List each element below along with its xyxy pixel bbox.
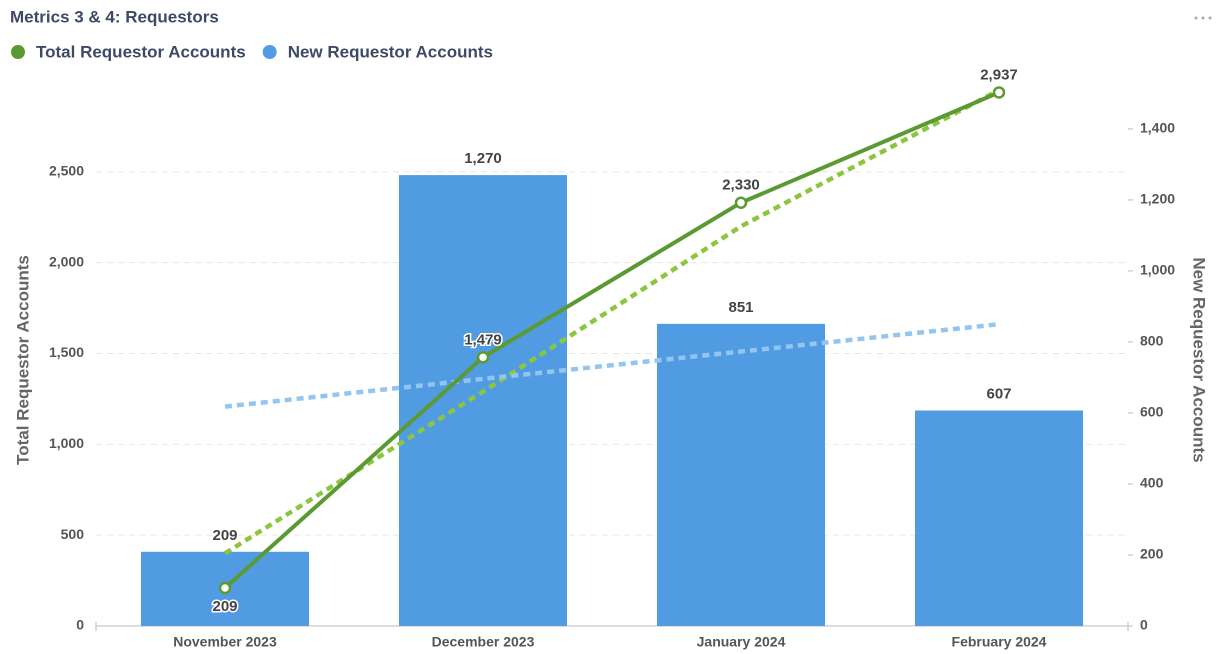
- y-tick-label: 2,500: [49, 163, 84, 179]
- line-value-label: 1,479: [464, 331, 502, 348]
- x-tick-label: December 2023: [432, 634, 535, 650]
- y2-tick-label: 1,400: [1140, 120, 1175, 136]
- trendline: [223, 88, 1001, 556]
- dot: [1208, 16, 1212, 20]
- line-value-label: 2,330: [722, 177, 760, 194]
- bar: [915, 410, 1083, 626]
- legend-label: New Requestor Accounts: [288, 42, 493, 61]
- line-point: [218, 581, 232, 595]
- y2-tick-label: 0: [1140, 617, 1148, 633]
- x-tick-label: February 2024: [952, 634, 1047, 650]
- bar-value-label: 209: [212, 527, 237, 544]
- bar-value-label: 1,270: [464, 150, 502, 167]
- line-point: [476, 351, 490, 364]
- y2-tick-label: 600: [1140, 404, 1164, 420]
- y2-tick-label: 200: [1140, 546, 1164, 562]
- y2-tick-label: 1,200: [1140, 191, 1175, 207]
- y-tick-label: 500: [61, 526, 85, 542]
- line-value-label: 209: [212, 598, 237, 615]
- line-point: [992, 86, 1006, 99]
- y2-axis-label: New Requestor Accounts: [1190, 257, 1209, 462]
- y-tick-label: 1,500: [49, 344, 84, 360]
- y-tick-label: 0: [76, 617, 84, 633]
- dot: [1201, 16, 1205, 20]
- y-tick-label: 1,000: [49, 435, 84, 451]
- legend-marker: [262, 45, 277, 59]
- bar-value-label: 851: [728, 299, 753, 316]
- trendline: [224, 321, 1000, 409]
- line-value-label: 2,937: [980, 66, 1018, 83]
- y-tick-label: 2,000: [49, 253, 84, 269]
- line: [223, 90, 1000, 590]
- bar-value-label: 607: [986, 385, 1011, 402]
- x-tick-label: November 2023: [173, 634, 277, 650]
- legend-label: Total Requestor Accounts: [36, 42, 246, 61]
- chart-title: Metrics 3 & 4: Requestors: [10, 7, 219, 26]
- bar: [399, 175, 567, 626]
- y-axis-label: Total Requestor Accounts: [13, 255, 32, 465]
- bar: [657, 323, 825, 626]
- line-point: [734, 196, 748, 209]
- y2-tick-label: 1,000: [1140, 262, 1175, 278]
- dot: [1194, 16, 1198, 20]
- menu-icon[interactable]: [1194, 16, 1212, 20]
- y2-tick-label: 400: [1140, 475, 1164, 491]
- legend-marker: [11, 45, 25, 59]
- y2-tick-label: 800: [1140, 333, 1164, 349]
- x-tick-label: January 2024: [697, 634, 786, 650]
